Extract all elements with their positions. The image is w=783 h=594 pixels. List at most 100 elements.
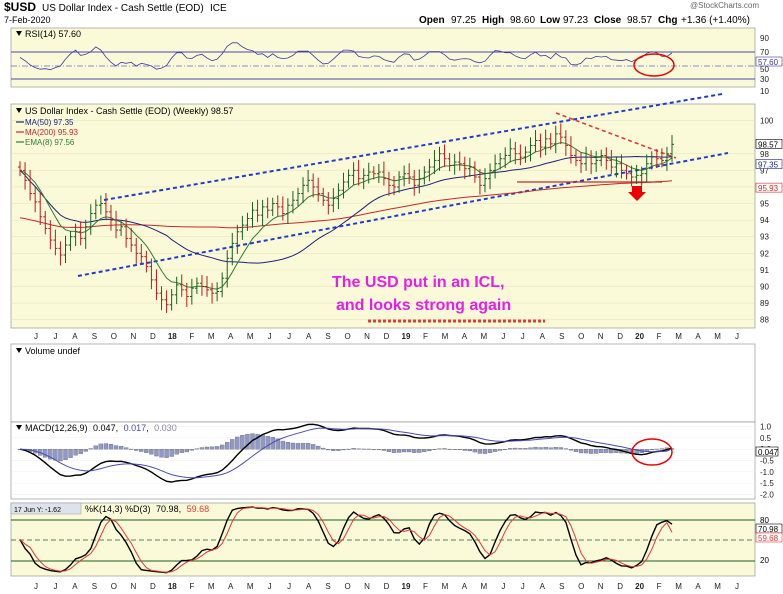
macd-histogram-bar (260, 434, 265, 450)
macd-histogram-bar (199, 447, 205, 450)
x-axis-label: M (481, 332, 488, 341)
price-bar (255, 199, 260, 223)
macd-histogram-bar (341, 449, 346, 451)
macd-histogram-bar (492, 449, 498, 452)
x-axis-label: F (423, 582, 428, 591)
x-axis-label: A (306, 582, 312, 591)
price-bar (609, 149, 614, 175)
x-axis-label: M (208, 332, 215, 341)
collapse-triangle-icon[interactable] (16, 108, 22, 113)
price-bar (402, 165, 407, 187)
macd-histogram-bar (442, 448, 447, 450)
macd-histogram-bar (290, 442, 296, 450)
x-axis-label: S (559, 332, 564, 341)
price-bar (422, 166, 427, 185)
macd-histogram-bar (159, 449, 164, 458)
stoch-tick-20: 20 (760, 556, 769, 565)
macd-histogram-bar (295, 443, 301, 450)
price-bar (614, 156, 619, 178)
macd-histogram-bar (432, 449, 437, 450)
price-bar (225, 250, 230, 288)
price-bar (93, 199, 98, 220)
macd-histogram-bar (83, 449, 88, 452)
macd-histogram-bar (331, 449, 336, 451)
x-axis-label: 18 (168, 582, 177, 591)
price-bar (356, 159, 361, 186)
x-axis-label: S (559, 582, 564, 591)
price-bar (316, 177, 321, 202)
macd-histogram-bar (391, 449, 397, 453)
macd-histogram-bar (305, 443, 311, 450)
lower-channel-line (77, 152, 729, 277)
macd-histogram-bar (457, 449, 462, 450)
macd-histogram-bar (48, 449, 53, 460)
high-value: 98.60 (510, 15, 535, 26)
macd-histogram-bar (518, 448, 523, 450)
x-axis-label: 20 (635, 332, 644, 341)
price-bar (477, 168, 482, 195)
price-axis-tick: 88 (760, 316, 769, 325)
macd-histogram-bar (558, 447, 563, 450)
collapse-triangle-icon[interactable] (16, 31, 22, 36)
price-bar (649, 151, 654, 170)
macd-histogram-bar (381, 449, 387, 451)
price-bar (159, 286, 164, 311)
ma200-line (19, 180, 673, 229)
macd-histogram-bar (123, 447, 129, 450)
macd-histogram-bar (563, 448, 569, 450)
macd-histogram-bar (204, 446, 210, 450)
macd-axis-tick: 0.5 (760, 434, 772, 443)
rsi-tick-30: 30 (760, 75, 769, 84)
price-bar (23, 162, 28, 190)
price-bar (144, 250, 149, 273)
x-axis-label: M (442, 582, 449, 591)
macd-axis-tick: -0.5 (760, 457, 774, 466)
x-axis-label: 20 (635, 582, 644, 591)
macd-histogram-bar (245, 434, 250, 450)
macd-histogram-bar (235, 436, 240, 450)
rsi-value-badge: 57.60 (758, 58, 779, 67)
price-bar (482, 168, 487, 193)
macd-histogram-bar (144, 449, 149, 453)
x-axis-label: J (287, 332, 291, 341)
x-axis-label: J (53, 582, 57, 591)
price-bar (68, 230, 73, 251)
price-bar (33, 186, 38, 213)
macd-histogram-bar (149, 449, 154, 455)
x-axis-label: O (111, 582, 117, 591)
price-bar (28, 169, 33, 201)
collapse-triangle-icon[interactable] (16, 348, 22, 353)
price-bar (301, 177, 306, 203)
x-axis-label: F (189, 332, 194, 341)
macd-histogram-bar (225, 442, 230, 450)
x-axis-label: D (617, 332, 623, 341)
price-bar (18, 161, 22, 177)
x-axis-label: M (208, 582, 215, 591)
x-axis-label: S (92, 332, 97, 341)
collapse-triangle-icon[interactable] (16, 425, 22, 430)
price-bar (88, 204, 93, 235)
price-bar (321, 187, 326, 207)
x-axis-label: A (540, 332, 546, 341)
x-axis-label: N (364, 332, 370, 341)
x-axis-label: J (53, 332, 57, 341)
macd-histogram-bar (139, 449, 144, 452)
macd-histogram-bar (361, 448, 366, 450)
macd-histogram-bar (452, 449, 457, 450)
macd-histogram-bar (73, 449, 78, 456)
x-axis-label: A (540, 582, 546, 591)
price-bar (589, 150, 594, 175)
volume-panel: Volume undef (10, 343, 756, 423)
macd-histogram-bar (270, 437, 275, 450)
annotation-line-2: and looks strong again (336, 297, 511, 314)
x-axis-label: D (384, 582, 390, 591)
macd-histogram-bar (169, 449, 174, 457)
price-bar (563, 130, 568, 156)
symbol: $USD (4, 0, 36, 14)
macd-histogram-bar (346, 448, 351, 450)
macd-histogram-bar (477, 449, 483, 454)
macd-histogram-bar (336, 449, 341, 451)
macd-histogram-bar (118, 446, 124, 450)
x-axis-label: O (344, 582, 350, 591)
macd-histogram-bar (88, 448, 93, 450)
